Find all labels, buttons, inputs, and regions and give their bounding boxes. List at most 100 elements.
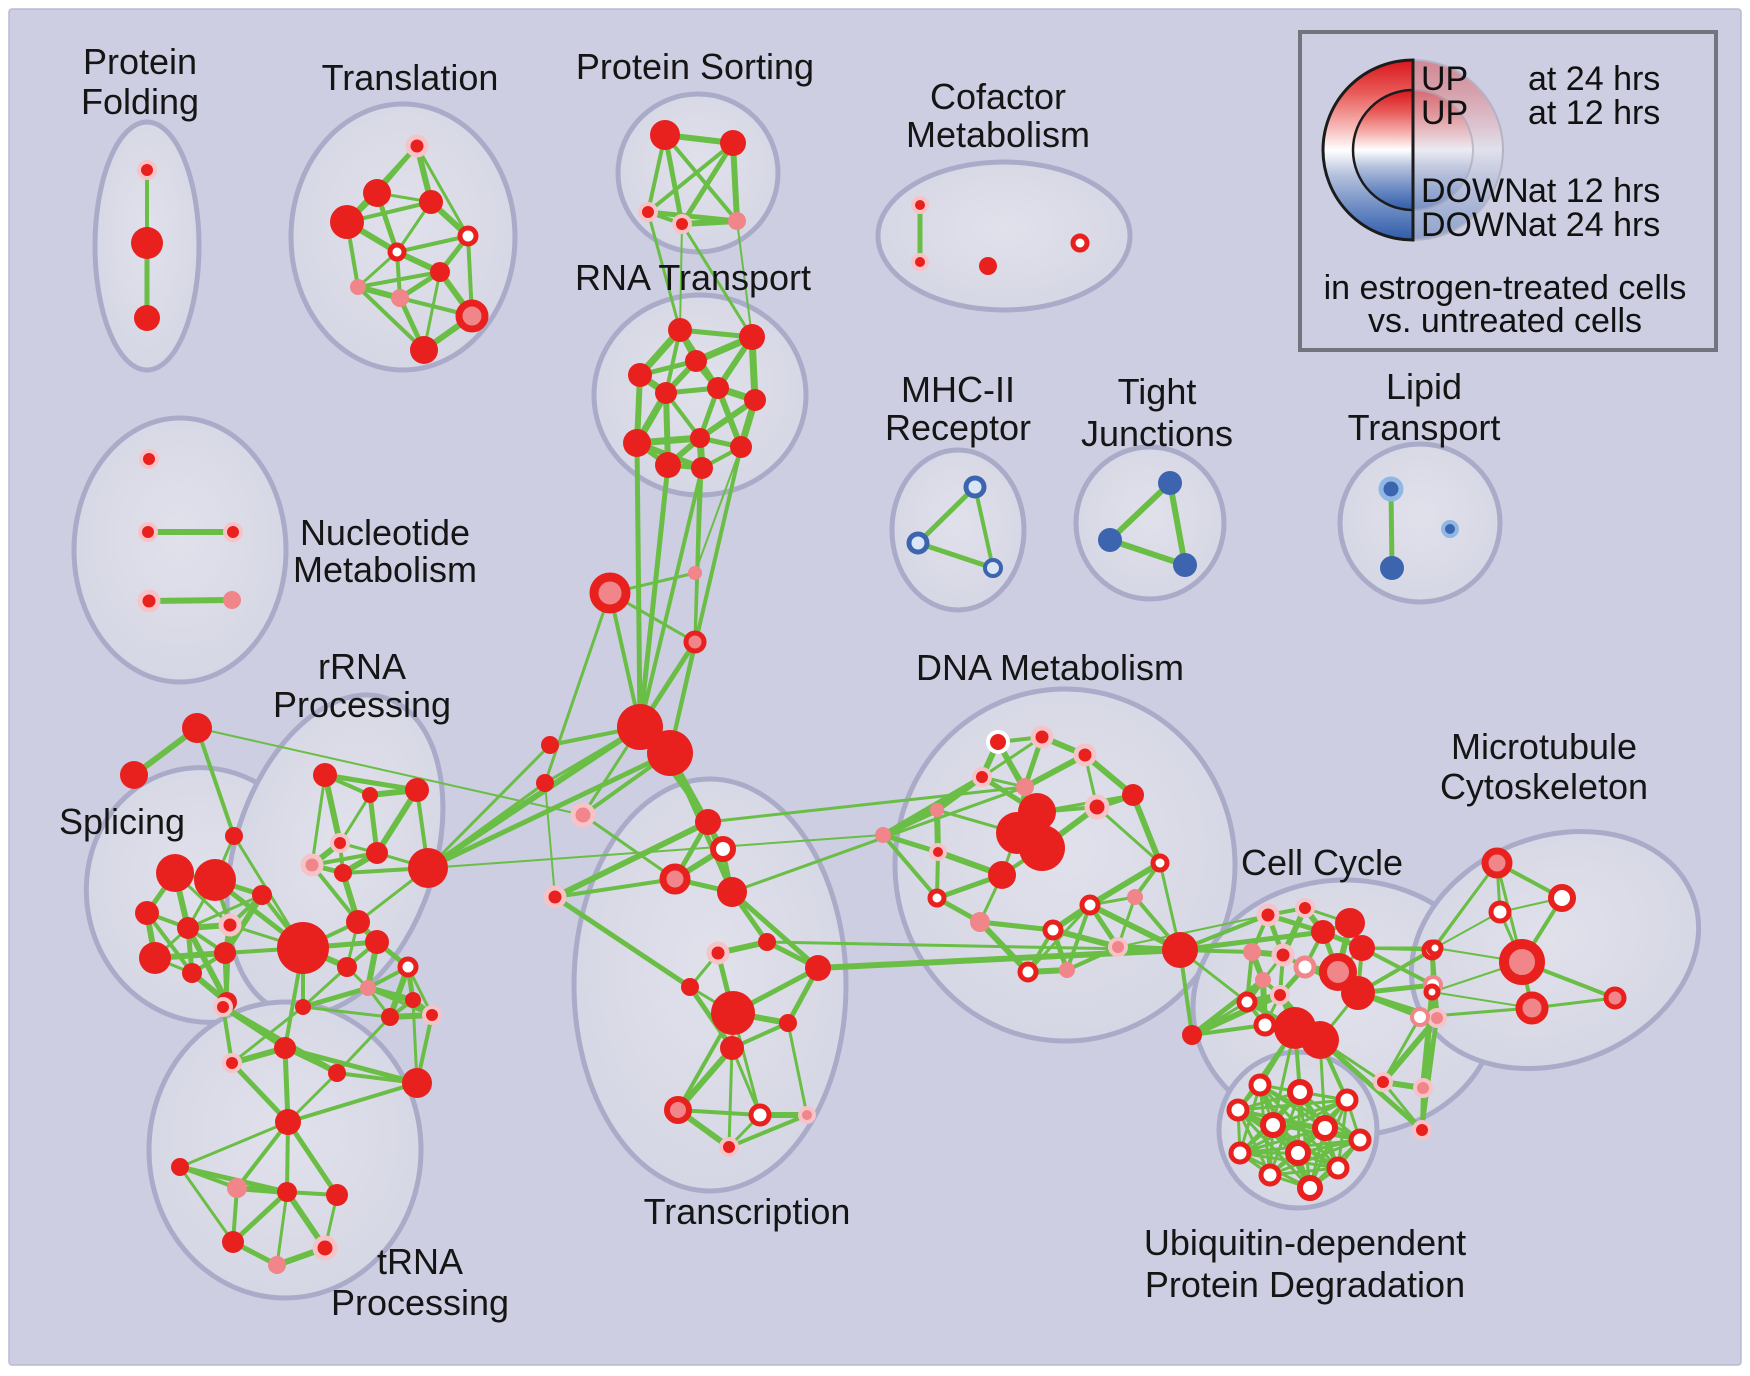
- network-node: [1150, 853, 1170, 873]
- cluster-ellipse-cf: [875, 159, 1133, 313]
- network-node: [1042, 919, 1064, 941]
- network-edge: [1087, 860, 1163, 908]
- network-edge: [335, 1015, 392, 1075]
- legend-gradient-glyph: [1321, 58, 1504, 242]
- network-node: [798, 1106, 816, 1124]
- network-edge: [1317, 1037, 1425, 1133]
- legend-inner-circle-left: [1351, 88, 1415, 212]
- network-node: [1293, 955, 1317, 979]
- network-node: [691, 457, 713, 479]
- network-node: [252, 885, 272, 905]
- cluster-ellipse-nu: [71, 415, 289, 685]
- network-node: [1499, 939, 1545, 985]
- network-node: [135, 901, 159, 925]
- network-node: [131, 227, 163, 259]
- network-node: [543, 885, 567, 909]
- cluster-ellipse-tr: [288, 101, 518, 373]
- network-node: [1158, 471, 1182, 495]
- network-edge: [222, 892, 265, 956]
- network-node: [1162, 932, 1198, 968]
- network-node: [728, 212, 746, 230]
- network-node: [326, 1184, 348, 1206]
- network-edge: [880, 832, 941, 855]
- network-node: [1122, 784, 1144, 806]
- network-node: [685, 350, 707, 372]
- network-edge: [638, 466, 704, 729]
- network-node: [695, 809, 721, 835]
- network-edge: [178, 1120, 290, 1169]
- network-node: [391, 289, 409, 307]
- network-edge: [1388, 486, 1395, 571]
- network-node: [330, 205, 364, 239]
- network-node: [1426, 939, 1444, 957]
- cluster-label-tn: Processing: [331, 1282, 509, 1323]
- network-node: [906, 531, 930, 555]
- cluster-label-lt: Lipid: [1386, 366, 1462, 407]
- cluster-label-ub: Protein Degradation: [1145, 1264, 1465, 1305]
- network-edge: [310, 773, 327, 867]
- network-edge: [322, 772, 420, 793]
- network-edge: [687, 984, 735, 1051]
- network-node: [719, 1137, 739, 1157]
- network-node: [362, 787, 378, 803]
- network-node: [350, 279, 366, 295]
- network-edge: [973, 485, 995, 570]
- network-edge: [1190, 1023, 1267, 1037]
- network-node: [1127, 889, 1143, 905]
- network-node: [1311, 920, 1335, 944]
- network-node: [1270, 985, 1290, 1005]
- network-node: [1297, 1175, 1323, 1201]
- network-node: [930, 803, 944, 817]
- network-node: [138, 522, 158, 542]
- network-edge: [581, 813, 677, 881]
- cluster-ellipse-lt: [1337, 441, 1503, 605]
- network-edge: [1381, 1015, 1422, 1084]
- network-node: [405, 992, 421, 1008]
- network-node: [1073, 743, 1097, 767]
- network-node: [330, 833, 350, 853]
- network-edge: [552, 894, 693, 990]
- network-node: [1258, 1163, 1282, 1187]
- network-node: [1260, 1112, 1286, 1138]
- network-edge: [1430, 861, 1499, 952]
- network-node: [328, 1064, 346, 1082]
- network-edge: [146, 597, 235, 604]
- network-edge: [668, 445, 743, 755]
- legend-down-24-time: at 24 hrs: [1528, 206, 1660, 244]
- network-node: [134, 305, 160, 331]
- network-edge: [229, 1060, 291, 1125]
- network-edge: [235, 1120, 290, 1190]
- network-node: [360, 980, 376, 996]
- network-node: [720, 130, 746, 156]
- network-node: [1427, 1008, 1447, 1028]
- network-node: [1285, 1140, 1311, 1166]
- network-node: [1423, 983, 1441, 1001]
- network-node: [779, 1014, 797, 1032]
- network-edge: [786, 1021, 809, 1117]
- cluster-label-ps: Protein Sorting: [576, 46, 814, 87]
- network-edge: [230, 1189, 290, 1245]
- network-node: [346, 910, 370, 934]
- cluster-label-cf: Metabolism: [906, 114, 1090, 155]
- network-node: [720, 1036, 744, 1060]
- legend-up-12-label: UP: [1421, 94, 1468, 132]
- legend-down-12-label: DOWN: [1421, 172, 1529, 210]
- network-node: [683, 630, 707, 654]
- legend: UP at 24 hrs UP at 12 hrs DOWN at 12 hrs…: [1298, 30, 1718, 352]
- network-node: [536, 774, 554, 792]
- cluster-label-nu: Metabolism: [293, 549, 477, 590]
- network-edge: [634, 440, 643, 730]
- legend-inner-circle-right: [1412, 88, 1474, 212]
- network-node: [1373, 1072, 1393, 1092]
- network-node: [182, 713, 212, 743]
- network-node: [617, 704, 663, 750]
- network-node: [1248, 1073, 1272, 1097]
- network-node: [1256, 903, 1280, 927]
- network-edge: [679, 223, 683, 331]
- cluster-label-pf: Folding: [81, 81, 199, 122]
- network-edge: [680, 222, 754, 339]
- network-edge: [1189, 992, 1283, 1038]
- network-node: [1070, 233, 1090, 253]
- network-node: [455, 299, 489, 333]
- cluster-label-dn: DNA Metabolism: [916, 647, 1184, 688]
